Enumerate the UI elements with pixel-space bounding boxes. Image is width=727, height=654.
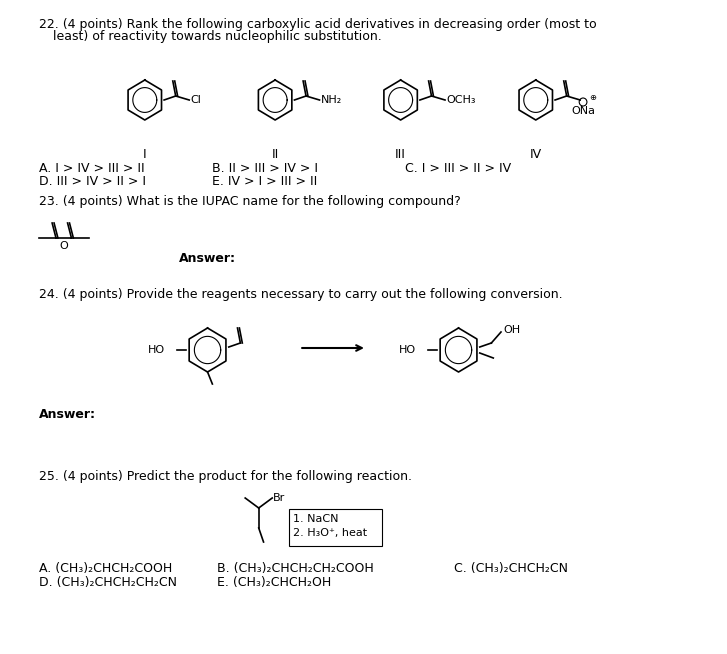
Text: II: II [271, 148, 278, 161]
Text: E. (CH₃)₂CHCH₂OH: E. (CH₃)₂CHCH₂OH [217, 576, 332, 589]
Text: OCH₃: OCH₃ [446, 95, 475, 105]
Text: D. (CH₃)₂CHCH₂CH₂CN: D. (CH₃)₂CHCH₂CH₂CN [39, 576, 177, 589]
Text: 2. H₃O⁺, heat: 2. H₃O⁺, heat [294, 528, 368, 538]
Text: OH: OH [503, 325, 520, 335]
Text: NH₂: NH₂ [321, 95, 342, 105]
Text: A. (CH₃)₂CHCH₂COOH: A. (CH₃)₂CHCH₂COOH [39, 562, 172, 575]
Text: III: III [395, 148, 406, 161]
Text: Cl: Cl [190, 95, 201, 105]
Text: B. (CH₃)₂CHCH₂CH₂COOH: B. (CH₃)₂CHCH₂CH₂COOH [217, 562, 374, 575]
Text: 1. NaCN: 1. NaCN [294, 514, 339, 524]
FancyBboxPatch shape [289, 509, 382, 546]
Text: ONa: ONa [571, 106, 595, 116]
Text: C. I > III > II > IV: C. I > III > II > IV [406, 162, 512, 175]
Text: D. III > IV > II > I: D. III > IV > II > I [39, 175, 145, 188]
Text: ⊕: ⊕ [589, 94, 596, 103]
Text: HO: HO [399, 345, 416, 355]
Text: E. IV > I > III > II: E. IV > I > III > II [212, 175, 318, 188]
Text: Answer:: Answer: [179, 252, 236, 265]
Text: 22. (4 points) Rank the following carboxylic acid derivatives in decreasing orde: 22. (4 points) Rank the following carbox… [39, 18, 596, 31]
Text: A. I > IV > III > II: A. I > IV > III > II [39, 162, 144, 175]
Text: IV: IV [530, 148, 542, 161]
Text: B. II > III > IV > I: B. II > III > IV > I [212, 162, 318, 175]
Text: least) of reactivity towards nucleophilic substitution.: least) of reactivity towards nucleophili… [53, 30, 382, 43]
Text: HO: HO [148, 345, 165, 355]
Text: Br: Br [273, 493, 286, 503]
Text: Answer:: Answer: [39, 408, 96, 421]
Text: 25. (4 points) Predict the product for the following reaction.: 25. (4 points) Predict the product for t… [39, 470, 411, 483]
Text: O: O [60, 241, 68, 251]
Text: 23. (4 points) What is the IUPAC name for the following compound?: 23. (4 points) What is the IUPAC name fo… [39, 195, 460, 208]
Text: 24. (4 points) Provide the reagents necessary to carry out the following convers: 24. (4 points) Provide the reagents nece… [39, 288, 562, 301]
Text: C. (CH₃)₂CHCH₂CN: C. (CH₃)₂CHCH₂CN [454, 562, 568, 575]
Text: I: I [143, 148, 147, 161]
